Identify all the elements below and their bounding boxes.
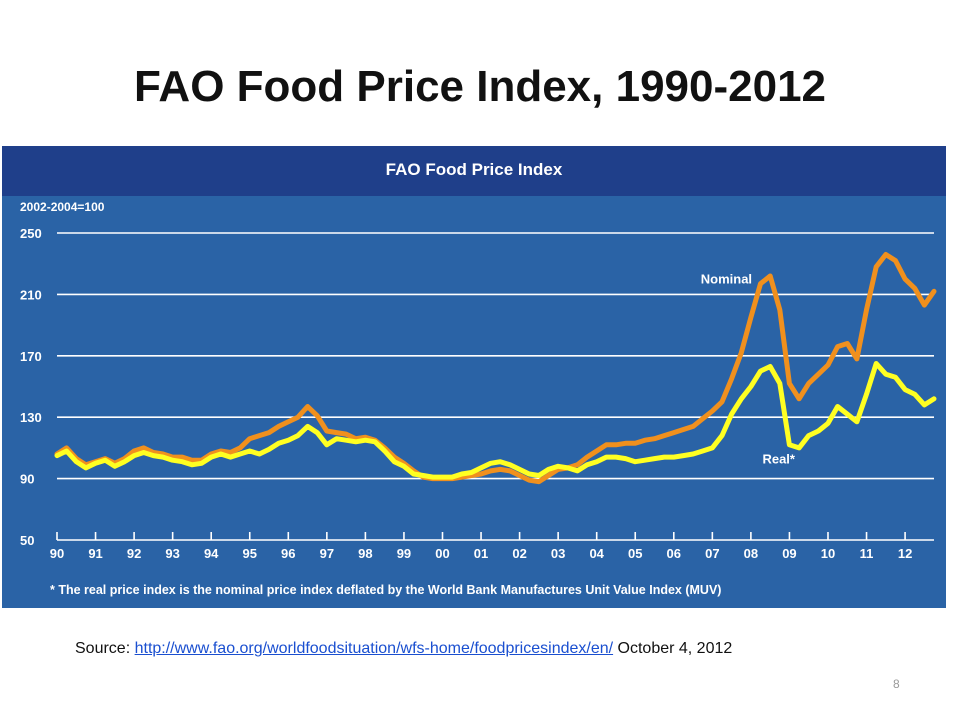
- x-tick-label: 90: [50, 546, 64, 561]
- chart-footnote: * The real price index is the nominal pr…: [50, 583, 722, 597]
- x-tick-label: 04: [589, 546, 604, 561]
- x-tick-label: 02: [512, 546, 526, 561]
- real-series-line: [54, 361, 937, 480]
- x-tick-label: 91: [88, 546, 102, 561]
- x-tick-label: 98: [358, 546, 372, 561]
- nominal-series-line: [54, 252, 937, 485]
- chart-title: FAO Food Price Index: [385, 160, 563, 179]
- price-index-chart: 2002-2004=100 50 90 130 170 210 250 90 91 92 93 94 9…: [20, 200, 937, 561]
- x-tick-label: 01: [474, 546, 488, 561]
- slide-title: FAO Food Price Index, 1990-2012: [133, 62, 827, 111]
- nominal-series-label: Nominal: [701, 272, 752, 287]
- y-tick-label: 170: [20, 349, 42, 364]
- y-tick-label: 90: [20, 472, 34, 487]
- x-tick-label: 12: [898, 546, 912, 561]
- x-tick-label: 07: [705, 546, 719, 561]
- slide-number: 8: [893, 677, 900, 691]
- source-prefix: Source:: [75, 640, 135, 657]
- x-tick-label: 94: [204, 546, 219, 561]
- y-tick-label: 210: [20, 287, 42, 302]
- y-tick-label: 50: [20, 533, 34, 548]
- x-tick-label: 99: [397, 546, 411, 561]
- source-link[interactable]: http://www.fao.org/worldfoodsituation/wf…: [134, 640, 614, 657]
- source-suffix: October 4, 2012: [613, 640, 733, 657]
- source-line: Source: http://www.fao.org/worldfoodsitu…: [75, 640, 732, 658]
- x-tick-label: 10: [821, 546, 835, 561]
- x-tick-label: 96: [281, 546, 295, 561]
- x-tick-label: 03: [551, 546, 565, 561]
- x-tick-label: 92: [127, 546, 141, 561]
- x-tick-label: 08: [744, 546, 758, 561]
- x-tick-label: 11: [860, 546, 874, 561]
- x-tick-label: 97: [320, 546, 334, 561]
- y-tick-label: 130: [20, 410, 42, 425]
- y-axis-label: 2002-2004=100: [20, 200, 105, 214]
- x-tick-label: 06: [667, 546, 681, 561]
- x-tick-label: 00: [435, 546, 449, 561]
- x-tick-label: 05: [628, 546, 642, 561]
- y-tick-label: 250: [20, 226, 42, 241]
- x-tick-label: 93: [165, 546, 179, 561]
- real-series-label: Real*: [762, 451, 795, 466]
- x-tick-label: 95: [243, 546, 257, 561]
- chart-panel: FAO Food Price Index 2002-2004=100 50 90 13…: [2, 146, 946, 608]
- x-tick-label: 09: [782, 546, 796, 561]
- chart-header: FAO Food Price Index: [2, 146, 946, 196]
